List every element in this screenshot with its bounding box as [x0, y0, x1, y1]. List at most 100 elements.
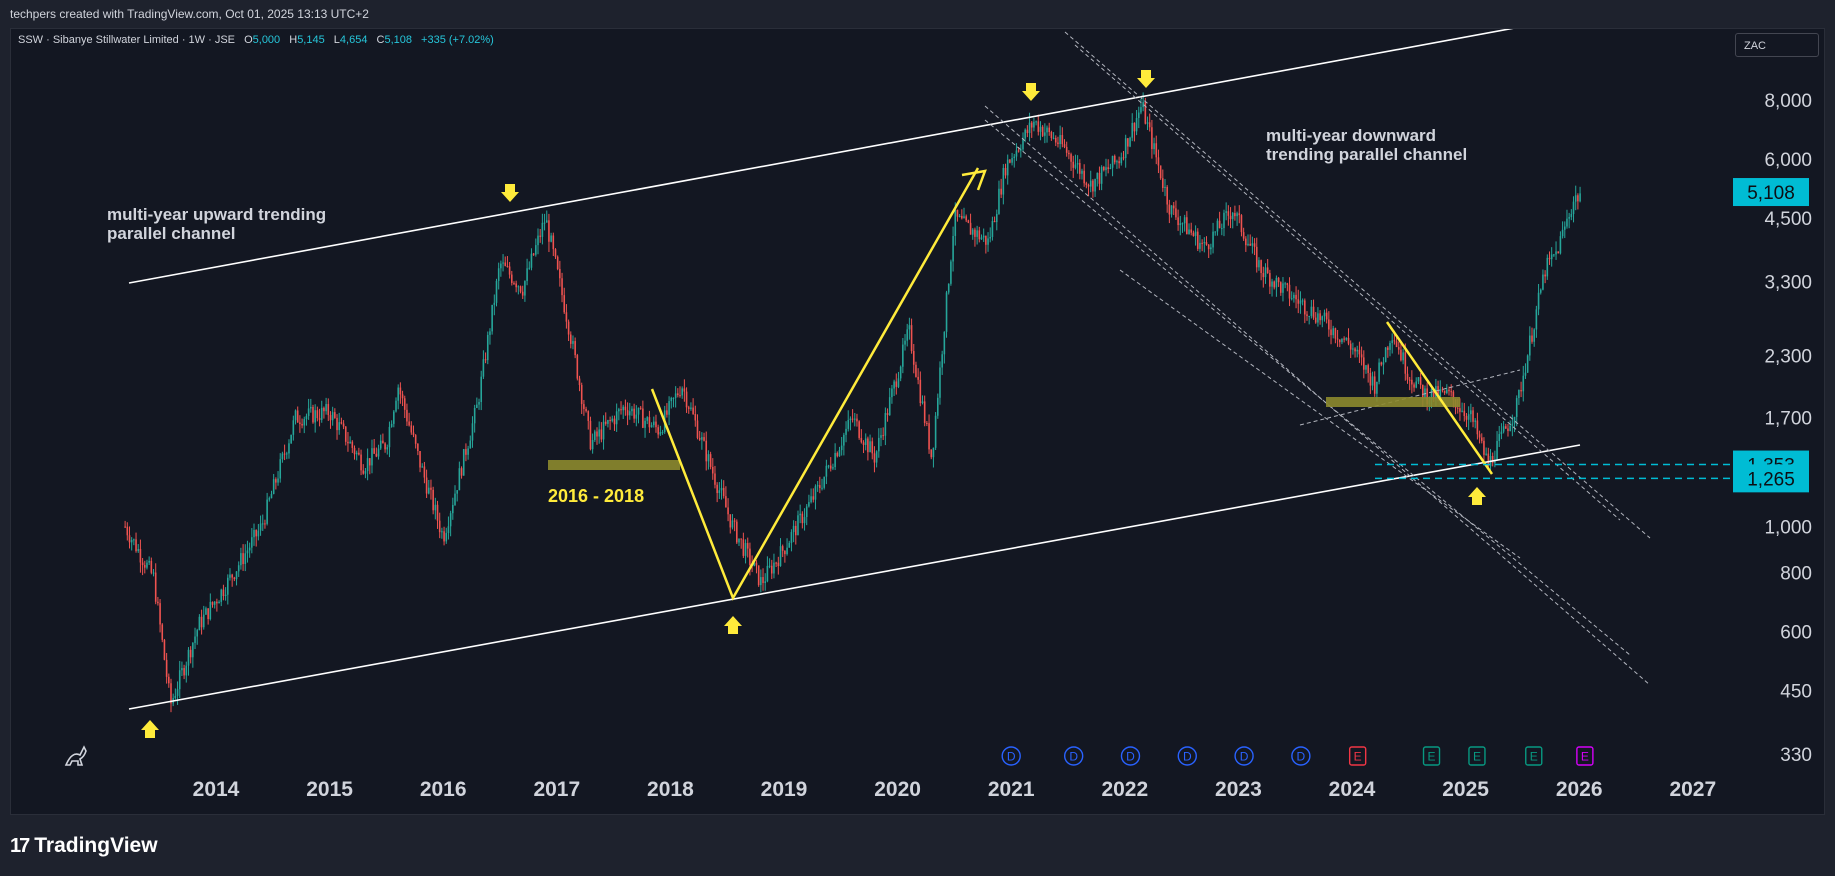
candle-body [1330, 329, 1332, 336]
candle-body [779, 546, 782, 567]
candle-body [382, 440, 384, 444]
candle-body [1369, 372, 1372, 386]
time-axis[interactable]: 2014 2015 2016 2017 2018 2019 2020 2021 2022 2023… [193, 778, 1717, 801]
candle-body [1251, 243, 1254, 246]
candle-body [1146, 122, 1149, 124]
candle-body [873, 453, 876, 463]
candle-body [1190, 229, 1193, 233]
candle-body [980, 237, 983, 240]
candle-body [310, 406, 312, 409]
candle-body [1304, 300, 1306, 315]
candle-body [1218, 220, 1221, 229]
candle-body [624, 406, 627, 411]
candle-body [290, 434, 292, 444]
candle-body [1345, 337, 1348, 340]
candle-body [1172, 205, 1175, 209]
candle-body [427, 487, 430, 494]
candle-body [417, 443, 419, 452]
candle-body [1140, 107, 1142, 113]
symbol-name[interactable]: SSW · Sibanye Stillwater Limited · 1W · … [18, 34, 236, 46]
range-box-2016-2018 [548, 460, 680, 470]
tradingview-logo[interactable]: 17 TradingView [10, 833, 158, 859]
candle-body [572, 341, 574, 344]
candle-body [786, 547, 788, 555]
candle-body [1033, 121, 1035, 128]
candle-body [314, 410, 316, 423]
candle-body [1546, 257, 1549, 277]
candle-body [1240, 215, 1243, 233]
candle-body [729, 514, 732, 528]
candle-body [251, 537, 253, 548]
price-axis[interactable]: 8,000 6,000 4,500 3,300 2,300 1,700 1,000 800 60… [1764, 91, 1812, 766]
candle-body [703, 437, 705, 441]
candle-body [257, 530, 260, 537]
candle-body [401, 394, 404, 399]
candle-body [143, 565, 146, 568]
candle-body [517, 286, 520, 288]
candle-body [344, 426, 347, 442]
candle-body [908, 325, 911, 330]
event-marker-letter: D [1183, 750, 1192, 764]
candle-body [775, 562, 777, 564]
x-tick-label: 2026 [1556, 778, 1603, 801]
candle-body [508, 266, 511, 275]
upward-channel-annotation: multi-year upward trending parallel chan… [107, 205, 327, 243]
candle-body [1124, 138, 1127, 158]
candle-body [1078, 163, 1081, 174]
candle-body [497, 268, 500, 281]
candle-body [1175, 208, 1177, 218]
candle-body [231, 574, 233, 578]
candle-body [1103, 167, 1105, 171]
candle-body [1262, 273, 1265, 278]
candle-body [1338, 339, 1341, 343]
candle-body [1044, 132, 1046, 136]
x-tick-label: 2020 [874, 778, 921, 801]
replay-dino-icon[interactable] [64, 745, 87, 766]
candle-body [1113, 155, 1116, 163]
y-tick-label: 330 [1780, 745, 1812, 766]
candle-body [213, 601, 216, 605]
candle-body [1544, 274, 1546, 277]
chart-credit: techpers created with TradingView.com, O… [10, 7, 369, 21]
candle-body [598, 429, 600, 437]
candle-body [1196, 231, 1199, 249]
candle-body [476, 404, 478, 408]
brand-name: TradingView [34, 834, 158, 857]
up-arrow-icon [141, 720, 159, 738]
candle-body [1081, 170, 1083, 174]
candle-body [1131, 122, 1134, 138]
candle-body [338, 422, 341, 431]
candle-body [1002, 167, 1005, 195]
candle-body [1050, 131, 1053, 139]
candle-body [237, 565, 240, 572]
candle-body [1024, 129, 1026, 139]
candle-body [146, 562, 148, 568]
candle-body [1421, 384, 1424, 398]
candle-body [528, 267, 531, 269]
candle-body [1310, 306, 1313, 316]
currency-selector[interactable]: ZAC [1735, 33, 1819, 57]
candle-body [403, 398, 406, 410]
candle-body [976, 230, 978, 237]
candle-body [906, 329, 909, 341]
candle-body [447, 526, 450, 534]
candle-body [947, 283, 950, 293]
candle-body [1135, 117, 1138, 132]
change-value: +335 (+7.02%) [421, 34, 494, 46]
candle-body [545, 220, 548, 223]
candle-body [648, 417, 651, 428]
candle-body [1452, 391, 1455, 400]
candle-body [1463, 410, 1466, 417]
candle-body [1461, 410, 1463, 412]
candle-body [602, 421, 605, 440]
candle-body [799, 513, 801, 516]
range-box-2024 [1326, 397, 1460, 407]
candle-body [659, 432, 662, 435]
candle-body [958, 215, 961, 217]
candle-body [152, 572, 155, 574]
candle-body [1476, 420, 1479, 435]
candle-body [443, 531, 445, 542]
candle-body [814, 486, 817, 500]
